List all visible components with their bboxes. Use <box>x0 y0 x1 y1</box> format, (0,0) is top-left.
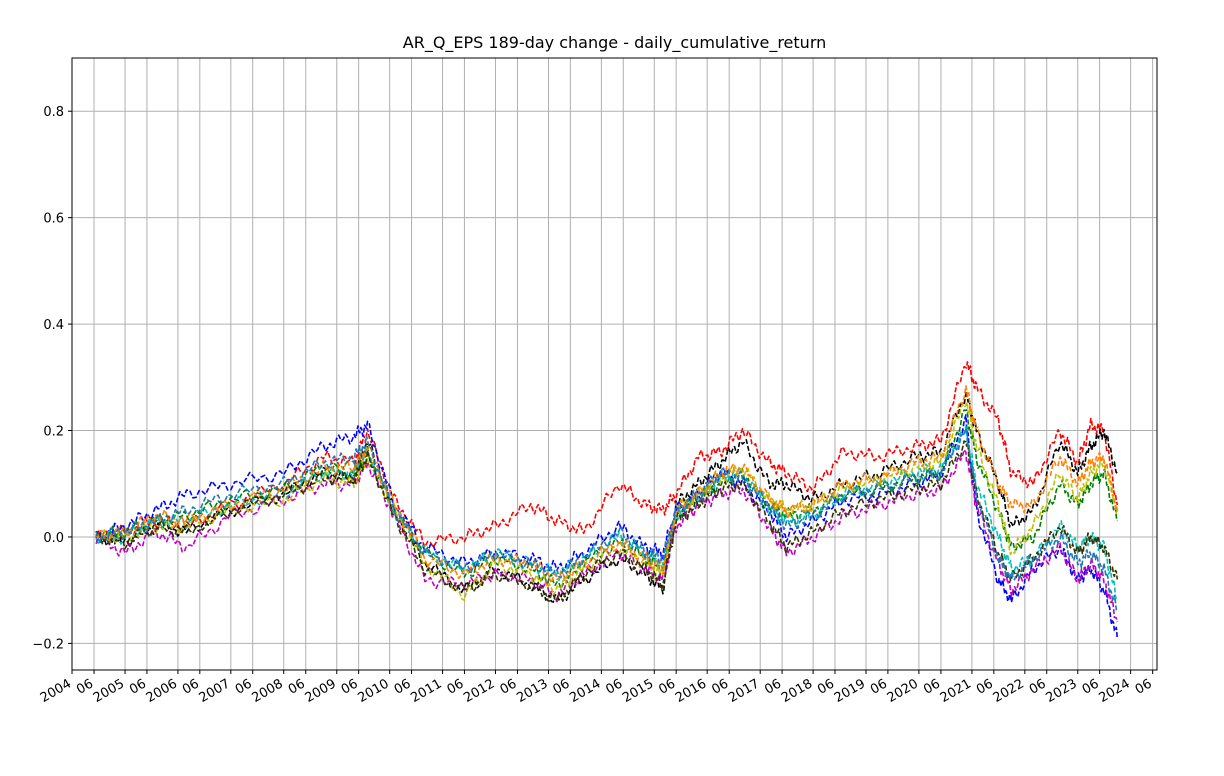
x-tick-label-mid: 06 <box>551 676 573 697</box>
x-tick-label-year: 2022 <box>991 676 1027 706</box>
grid-layer <box>71 58 1157 670</box>
x-tick-label-year: 2023 <box>1044 676 1080 706</box>
chart-title: AR_Q_EPS 189-day change - daily_cumulati… <box>402 33 827 52</box>
x-tick-label-year: 2013 <box>514 676 550 706</box>
x-tick-label-mid: 06 <box>392 676 414 697</box>
x-tick-label-year: 2017 <box>726 676 762 706</box>
x-tick-label-year: 2006 <box>144 676 180 706</box>
x-tick-label-year: 2018 <box>779 676 815 706</box>
x-tick-label-year: 2010 <box>355 676 391 706</box>
x-tick-label-year: 2012 <box>461 676 497 706</box>
series-line <box>95 390 1118 603</box>
y-tick-label: 0.4 <box>43 318 64 333</box>
plot-frame <box>71 57 1158 671</box>
y-axis: −0.2 0.0 0.2 0.4 0.6 0.8 <box>32 105 72 652</box>
x-tick-label-mid: 06 <box>286 676 308 697</box>
x-tick-label-year: 2007 <box>197 676 233 706</box>
x-tick-label-mid: 06 <box>1027 676 1049 697</box>
x-tick-label-mid: 06 <box>709 676 731 697</box>
x-tick-label-mid: 06 <box>656 676 678 697</box>
x-tick-label-year: 2015 <box>620 676 656 706</box>
series-line <box>95 449 1119 623</box>
series-line <box>95 440 1119 602</box>
x-tick-label-year: 2021 <box>938 676 974 706</box>
x-tick-label-mid: 06 <box>74 676 96 697</box>
x-tick-label-mid: 06 <box>1133 676 1155 697</box>
x-tick-label-mid: 06 <box>127 676 149 697</box>
x-tick-label-year: 2008 <box>250 676 286 706</box>
y-tick-label: 0.0 <box>43 531 64 546</box>
x-tick-label-year: 2024 <box>1096 676 1132 706</box>
series-layer <box>95 361 1119 639</box>
x-tick-label-mid: 06 <box>815 676 837 697</box>
series-line <box>95 427 1118 612</box>
y-tick-label: 0.6 <box>43 212 64 227</box>
x-tick-label-mid: 06 <box>974 676 996 697</box>
x-tick-label-year: 2014 <box>567 676 603 706</box>
series-line <box>95 414 1119 639</box>
series-line <box>95 361 1119 548</box>
x-tick-label-mid: 06 <box>498 676 520 697</box>
x-tick-label-mid: 06 <box>868 676 890 697</box>
x-tick-label-year: 2019 <box>832 676 868 706</box>
y-tick-label: 0.2 <box>43 425 64 440</box>
x-tick-label-year: 2009 <box>303 676 339 706</box>
x-tick-label-year: 2005 <box>91 676 127 706</box>
y-tick-label: −0.2 <box>32 637 64 652</box>
y-tick-label: 0.8 <box>43 105 64 120</box>
x-tick-label-mid: 06 <box>762 676 784 697</box>
x-tick-label-year: 2011 <box>408 676 444 706</box>
x-tick-label-mid: 06 <box>603 676 625 697</box>
x-tick-label-mid: 06 <box>180 676 202 697</box>
series-line <box>95 385 1119 584</box>
x-tick-label-year: 2016 <box>673 676 709 706</box>
x-tick-label-mid: 06 <box>445 676 467 697</box>
x-tick-label-mid: 06 <box>921 676 943 697</box>
x-tick-label-mid: 06 <box>339 676 361 697</box>
x-tick-label-year: 2004 <box>38 676 74 706</box>
x-tick-label-year: 2020 <box>885 676 921 706</box>
x-tick-label-mid: 06 <box>1080 676 1102 697</box>
x-tick-label-mid: 06 <box>233 676 255 697</box>
